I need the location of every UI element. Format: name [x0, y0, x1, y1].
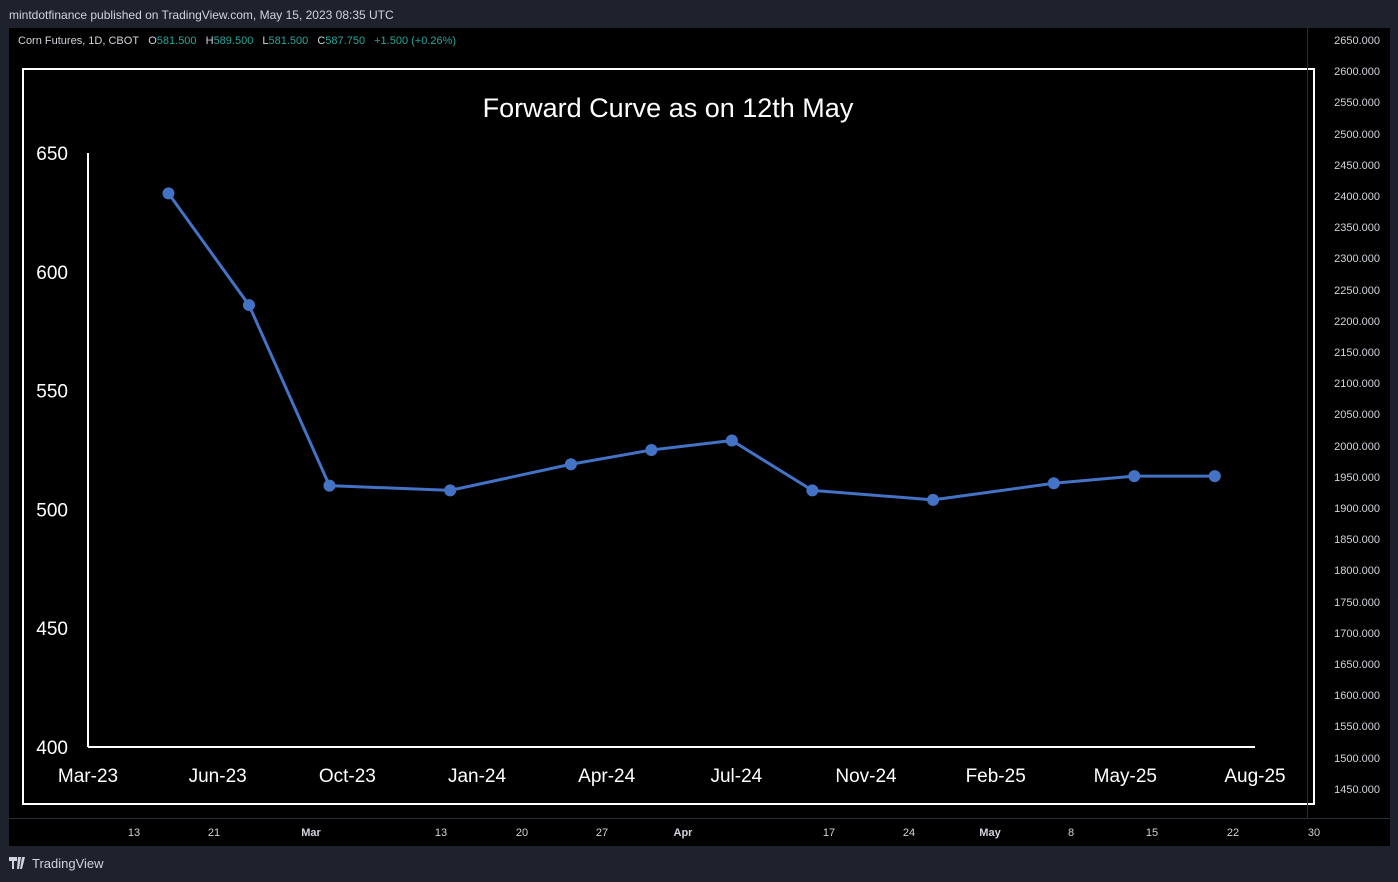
y-tick-label: 550 [36, 382, 68, 403]
price-scale-tick: 2050.000 [1334, 409, 1380, 422]
data-point [323, 479, 336, 492]
open-label: O [148, 35, 157, 47]
price-scale-tick: 2500.000 [1334, 128, 1380, 141]
time-scale-tick: 24 [902, 827, 916, 839]
data-point [1128, 470, 1141, 483]
price-scale-tick: 1500.000 [1334, 752, 1380, 765]
price-scale-tick: 2650.000 [1334, 35, 1380, 47]
time-scale-tick: 27 [595, 827, 609, 839]
price-scale-tick: 2550.000 [1334, 97, 1380, 110]
time-scale-tick: Mar [301, 827, 321, 839]
footer-brand[interactable]: TradingView [9, 856, 104, 872]
series-line [167, 192, 1215, 502]
data-point [1208, 470, 1221, 483]
chart-panel[interactable]: Corn Futures, 1D, CBOT O581.500 H589.500… [9, 28, 1390, 846]
low-value: 581.500 [268, 35, 309, 47]
change-value: +1.500 (+0.26%) [374, 35, 457, 47]
high-label: H [205, 35, 214, 47]
tradingview-logo-icon [9, 857, 29, 872]
data-point [725, 434, 738, 447]
time-scale-tick: 15 [1145, 827, 1159, 839]
price-scale-tick: 1950.000 [1334, 471, 1380, 484]
data-point [242, 299, 255, 312]
price-scale-tick: 1700.000 [1334, 627, 1380, 640]
x-tick-label: Apr-24 [578, 766, 635, 787]
y-tick-label: 450 [36, 619, 68, 640]
y-tick-label: 500 [36, 500, 68, 521]
time-scale-tick: 30 [1307, 827, 1321, 839]
publish-info: mintdotfinance published on TradingView.… [9, 8, 394, 22]
price-scale-tick: 2350.000 [1334, 222, 1380, 235]
data-point [564, 458, 577, 471]
x-tick-label: Jan-24 [448, 766, 507, 787]
y-tick-label: 400 [36, 738, 68, 759]
x-tick-label: Feb-25 [966, 766, 1026, 787]
price-scale-tick: 1900.000 [1334, 503, 1380, 515]
price-scale-tick: 2000.000 [1334, 440, 1380, 453]
time-scale-tick: May [979, 827, 1001, 839]
x-tick-label: Nov-24 [835, 766, 897, 787]
data-point [645, 444, 658, 456]
data-point [444, 484, 457, 497]
x-tick-label: May-25 [1094, 766, 1157, 787]
x-tick-label: Jul-24 [710, 766, 762, 787]
high-value: 589.500 [213, 35, 254, 47]
price-scale-tick: 2150.000 [1334, 347, 1380, 359]
x-tick-label: Oct-23 [319, 766, 376, 787]
price-scale-tick: 2300.000 [1334, 253, 1380, 266]
time-scale[interactable]: 13 21 Mar 13 20 27 Apr 17 24 May 8 15 22 30 [9, 818, 1390, 847]
footer-brand-label: TradingView [32, 856, 104, 871]
time-scale-tick: 20 [515, 827, 529, 839]
price-scale-tick: 1600.000 [1334, 690, 1380, 703]
data-point [806, 484, 819, 497]
data-point [162, 187, 175, 200]
data-point [927, 493, 940, 506]
data-point [1047, 477, 1060, 490]
time-scale-tick: 13 [434, 827, 448, 839]
time-scale-tick: 13 [127, 827, 141, 839]
low-label: L [262, 35, 269, 47]
price-scale-tick: 2100.000 [1334, 378, 1380, 391]
price-scale-tick: 1800.000 [1334, 565, 1380, 578]
price-scale-tick: 1550.000 [1334, 721, 1380, 734]
price-scale-tick: 1750.000 [1334, 596, 1380, 609]
forward-curve-chart: Forward Curve as on 12th May 400 450 500 550… [36, 93, 1285, 787]
chart-title: Forward Curve as on 12th May [483, 93, 854, 123]
time-scale-tick: 22 [1226, 827, 1240, 839]
time-scale-tick: 8 [1067, 827, 1075, 839]
price-scale-tick: 2600.000 [1334, 66, 1380, 79]
forward-curve-image: Forward Curve as on 12th May 400 450 500 550… [22, 68, 1315, 805]
price-scale-tick: 2200.000 [1334, 315, 1380, 328]
x-tick-label: Aug-25 [1224, 766, 1285, 787]
close-value: 587.750 [325, 35, 366, 47]
time-scale-tick: 21 [207, 827, 221, 839]
price-scale-tick: 1450.000 [1334, 783, 1380, 796]
price-scale-tick: 1650.000 [1334, 659, 1380, 671]
symbol-name: Corn Futures, 1D, CBOT [18, 35, 140, 47]
close-label: C [317, 35, 326, 47]
y-tick-label: 650 [36, 144, 68, 165]
open-value: 581.500 [156, 35, 197, 47]
x-tick-label: Mar-23 [58, 766, 118, 787]
top-bar: mintdotfinance published on TradingView.… [0, 0, 1398, 28]
price-scale-tick: 2400.000 [1334, 191, 1380, 203]
x-tick-label: Jun-23 [189, 766, 247, 787]
time-scale-tick: 17 [822, 827, 836, 839]
symbol-legend: Corn Futures, 1D, CBOT O581.500 H589.500… [18, 35, 456, 47]
price-scale-tick: 2250.000 [1334, 284, 1380, 297]
time-scale-tick: Apr [673, 827, 693, 839]
price-scale-tick: 2450.000 [1334, 159, 1380, 172]
price-scale[interactable]: 2650.000 2600.000 2550.000 2500.000 2450.000… [1307, 28, 1390, 818]
y-tick-label: 600 [36, 263, 68, 284]
price-scale-tick: 1850.000 [1334, 534, 1380, 547]
